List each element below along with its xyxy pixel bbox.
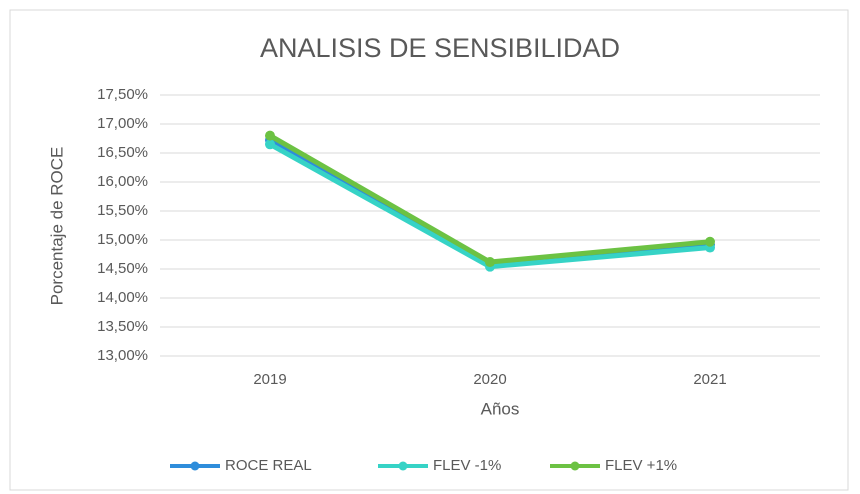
data-point [705,236,715,247]
y-tick-label: 13,50% [97,318,148,335]
x-axis-label: Años [481,399,520,418]
legend-label: ROCE REAL [225,457,312,474]
data-point [265,130,275,141]
x-tick-label: 2019 [253,371,286,388]
y-tick-label: 14,00% [97,289,148,306]
chart-title: ANALISIS DE SENSIBILIDAD [260,33,620,63]
legend-marker [398,461,408,471]
y-tick-label: 13,00% [97,347,148,364]
y-tick-label: 16,00% [97,173,148,190]
y-tick-label: 15,50% [97,202,148,219]
x-tick-label: 2021 [693,371,726,388]
data-point [265,139,275,150]
y-tick-label: 17,00% [97,115,148,132]
legend-marker [570,461,580,471]
x-tick-label: 2020 [473,371,506,388]
chart-frame [9,9,849,491]
legend-label: FLEV +1% [605,457,677,474]
y-tick-label: 15,00% [97,231,148,248]
y-tick-label: 14,50% [97,260,148,277]
data-point [485,257,495,268]
y-tick-label: 16,50% [97,144,148,161]
legend-label: FLEV -1% [433,457,501,474]
y-axis-label: Porcentaje de ROCE [47,147,66,306]
y-tick-label: 17,50% [97,86,148,103]
legend-marker [190,461,200,471]
